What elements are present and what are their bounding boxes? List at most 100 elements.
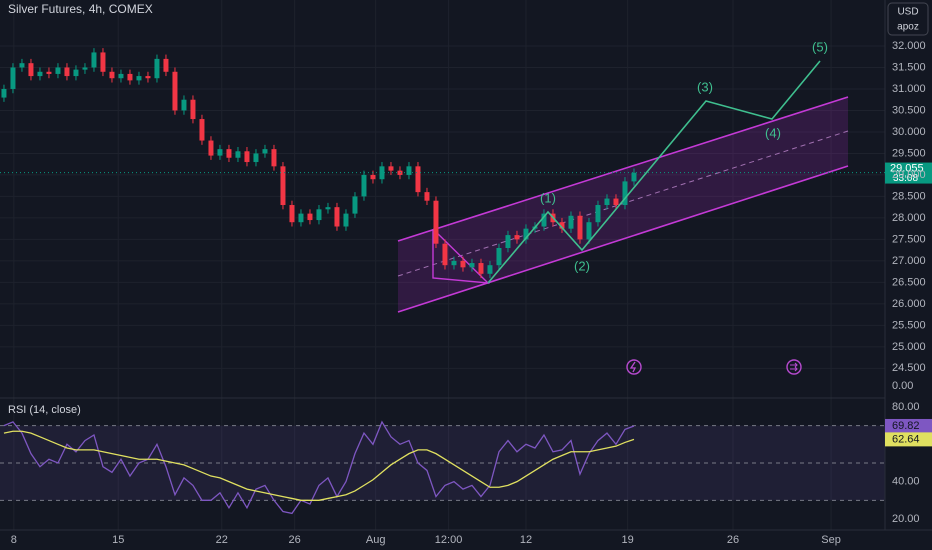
- wave-label: (5): [812, 39, 828, 54]
- candle-body: [379, 166, 385, 180]
- y-tick-label: 24.500: [892, 362, 926, 374]
- event-icon[interactable]: [626, 359, 642, 375]
- countdown-label: 33:08: [893, 173, 918, 184]
- y-tick-label: 26.500: [892, 276, 926, 288]
- candle-body: [451, 260, 457, 266]
- candle-body: [64, 67, 70, 77]
- account: apoz: [897, 22, 919, 33]
- y-tick-label: 27.000: [892, 255, 926, 267]
- candle-body: [442, 243, 448, 266]
- wave-label: (1): [540, 190, 556, 205]
- candle-body: [316, 209, 322, 221]
- candle-body: [91, 52, 97, 68]
- symbol-title: Silver Futures, 4h, COMEX: [8, 2, 153, 16]
- candle-body: [235, 151, 241, 158]
- candle-body: [226, 149, 232, 158]
- candle-body: [154, 58, 160, 79]
- y-tick-label: 25.000: [892, 341, 926, 353]
- candle-body: [118, 73, 124, 79]
- candle-body: [541, 213, 547, 227]
- event-icon-circle[interactable]: [786, 359, 802, 375]
- candle-body: [370, 174, 376, 180]
- x-tick-label: 12:00: [435, 534, 463, 546]
- candle-body: [262, 149, 268, 154]
- y-tick-label: 31.000: [892, 83, 926, 95]
- candle-body: [586, 222, 592, 240]
- candle-body: [271, 149, 277, 167]
- candle-body: [352, 196, 358, 214]
- candle-body: [217, 149, 223, 156]
- candle-body: [190, 99, 196, 120]
- x-tick-label: 12: [520, 534, 532, 546]
- channel-top: [397, 96, 849, 242]
- candle-body: [361, 174, 367, 197]
- candle-body: [460, 260, 466, 268]
- y-tick-label: 30.500: [892, 104, 926, 116]
- candle-body: [244, 151, 250, 163]
- candle-body: [505, 235, 511, 248]
- currency: USD: [897, 7, 918, 18]
- candle-body: [604, 198, 610, 206]
- event-icon-circle[interactable]: [626, 359, 642, 375]
- rsi-y-tick-label: 80.00: [892, 401, 920, 413]
- candle-body: [289, 205, 295, 223]
- candle-body: [595, 205, 601, 223]
- candle-body: [325, 207, 331, 210]
- event-icon[interactable]: [786, 359, 802, 375]
- candle-body: [181, 99, 187, 111]
- y-tick-label: 28.000: [892, 212, 926, 224]
- y-tick-label: 27.500: [892, 233, 926, 245]
- x-tick-label: Sep: [821, 534, 841, 546]
- candle-body: [523, 228, 529, 240]
- rsi-value-box: [885, 418, 932, 433]
- y-tick-label: 28.500: [892, 190, 926, 202]
- x-tick-label: 15: [112, 534, 124, 546]
- wave-label: (4): [765, 125, 781, 140]
- candle-body: [469, 263, 475, 268]
- candle-body: [568, 215, 574, 229]
- channel-bottom: [397, 165, 849, 313]
- rsi-y-tick-label: 40.00: [892, 476, 920, 488]
- candle-body: [1, 88, 7, 98]
- candle-body: [10, 67, 16, 89]
- candle-body: [136, 76, 142, 81]
- rsi-value-label: 62.64: [892, 433, 920, 445]
- candle-body: [298, 213, 304, 223]
- wave-label: (3): [697, 79, 713, 94]
- rsi-value-label: 69.82: [892, 420, 920, 432]
- event-icon-arrows: [790, 362, 798, 372]
- candle-body: [397, 170, 403, 175]
- y-tick-label: 29.000: [892, 169, 926, 181]
- candle-body: [100, 52, 106, 72]
- y-tick-label: 32.000: [892, 40, 926, 52]
- candle-body: [163, 58, 169, 72]
- candle-body: [406, 166, 412, 175]
- candle-body: [478, 263, 484, 274]
- candle-body: [415, 166, 421, 193]
- last-price-box: [885, 162, 932, 184]
- wave-drawing: [487, 60, 821, 284]
- candle-body: [208, 140, 214, 156]
- candle-body: [280, 166, 286, 206]
- candle-body: [37, 71, 43, 77]
- candle-body: [109, 71, 115, 79]
- currency-box[interactable]: [887, 2, 929, 36]
- candle-body: [559, 222, 565, 229]
- candle-body: [487, 265, 493, 274]
- wave-label: (2): [574, 258, 590, 273]
- candle-body: [82, 67, 88, 70]
- candle-body: [433, 200, 439, 244]
- y-tick-label: 31.500: [892, 61, 926, 73]
- y-tick-label: 26.000: [892, 298, 926, 310]
- candle-body: [127, 73, 133, 81]
- x-tick-label: 26: [289, 534, 301, 546]
- y-tick-label: 30.000: [892, 126, 926, 138]
- rsi-line: [3, 430, 635, 501]
- candle-body: [631, 172, 637, 182]
- x-tick-label: 19: [622, 534, 634, 546]
- candle-body: [46, 71, 52, 74]
- candle-body: [73, 69, 79, 77]
